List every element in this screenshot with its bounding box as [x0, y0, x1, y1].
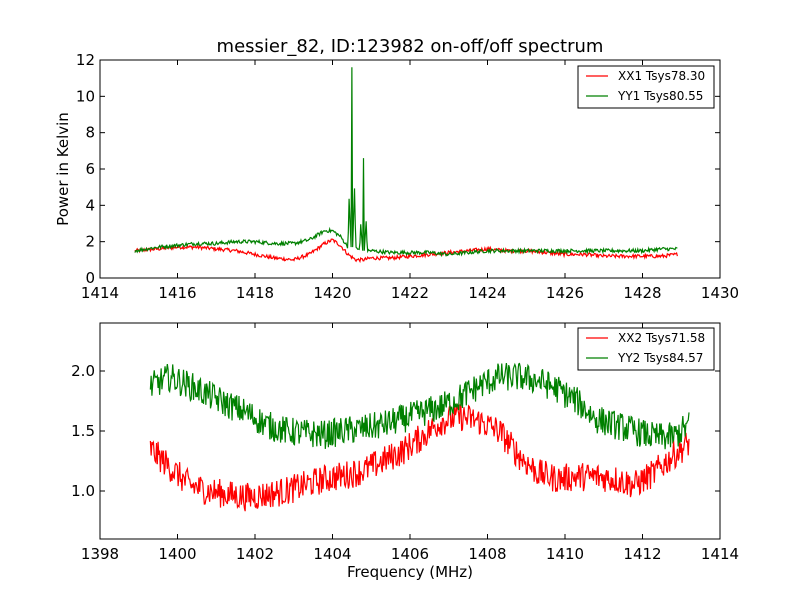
x-tick-label: 1420 [313, 284, 351, 302]
legend-box [577, 65, 715, 109]
x-tick-label: 1414 [701, 545, 739, 563]
series-line-xx2 [149, 403, 690, 512]
y-tick-label: 10 [76, 87, 95, 105]
x-tick-label: 1424 [468, 284, 506, 302]
x-tick-label: 1398 [81, 545, 119, 563]
x-tick-label: 1400 [158, 545, 196, 563]
x-tick-label: 1422 [391, 284, 429, 302]
y-tick-label: 2.0 [71, 362, 95, 380]
top-spectrum-panel: 1414 1416 1418 1420 1422 1424 1426 1428 1430 0 2 4 6… [54, 51, 739, 302]
series-line-yy2 [149, 362, 690, 450]
x-tick-label: 1406 [391, 545, 429, 563]
legend-entry: YY2 Tsys84.57 [617, 351, 703, 365]
x-tick-label: 1410 [546, 545, 584, 563]
y-tick-label: 1.5 [71, 422, 95, 440]
y-tick-label: 2 [85, 233, 95, 251]
x-tick-label: 1408 [468, 545, 506, 563]
x-tick-label: 1418 [236, 284, 274, 302]
legend-box [577, 327, 715, 371]
bottom-spectrum-panel: 1398 1400 1402 1404 1406 1408 1410 1412 1414 1.0 1… [71, 322, 739, 581]
legend-entry: XX1 Tsys78.30 [618, 69, 705, 83]
y-tick-label: 8 [85, 124, 95, 142]
y-tick-label: 6 [85, 160, 95, 178]
y-tick-label: 12 [76, 51, 95, 69]
figure-title: messier_82, ID:123982 on-off/off spectru… [217, 36, 604, 57]
x-tick-label: 1426 [546, 284, 584, 302]
y-axis-label: Power in Kelvin [54, 112, 72, 226]
y-tick-label: 1.0 [71, 482, 95, 500]
x-tick-label: 1404 [313, 545, 351, 563]
legend: XX2 Tsys71.58 YY2 Tsys84.57 [577, 327, 715, 371]
series-line-yy1 [134, 67, 678, 258]
x-axis-label: Frequency (MHz) [347, 563, 473, 581]
x-tick-label: 1428 [623, 284, 661, 302]
legend-entry: XX2 Tsys71.58 [618, 331, 705, 345]
x-tick-label: 1430 [701, 284, 739, 302]
x-tick-label: 1416 [158, 284, 196, 302]
series-line-xx1 [134, 238, 678, 264]
x-tick-label: 1402 [236, 545, 274, 563]
legend: XX1 Tsys78.30 YY1 Tsys80.55 [577, 65, 715, 109]
x-tick-label: 1412 [623, 545, 661, 563]
x-tick-label: 1414 [81, 284, 119, 302]
legend-entry: YY1 Tsys80.55 [617, 89, 703, 103]
y-tick-label: 4 [85, 196, 95, 214]
y-tick-label: 0 [85, 269, 95, 287]
